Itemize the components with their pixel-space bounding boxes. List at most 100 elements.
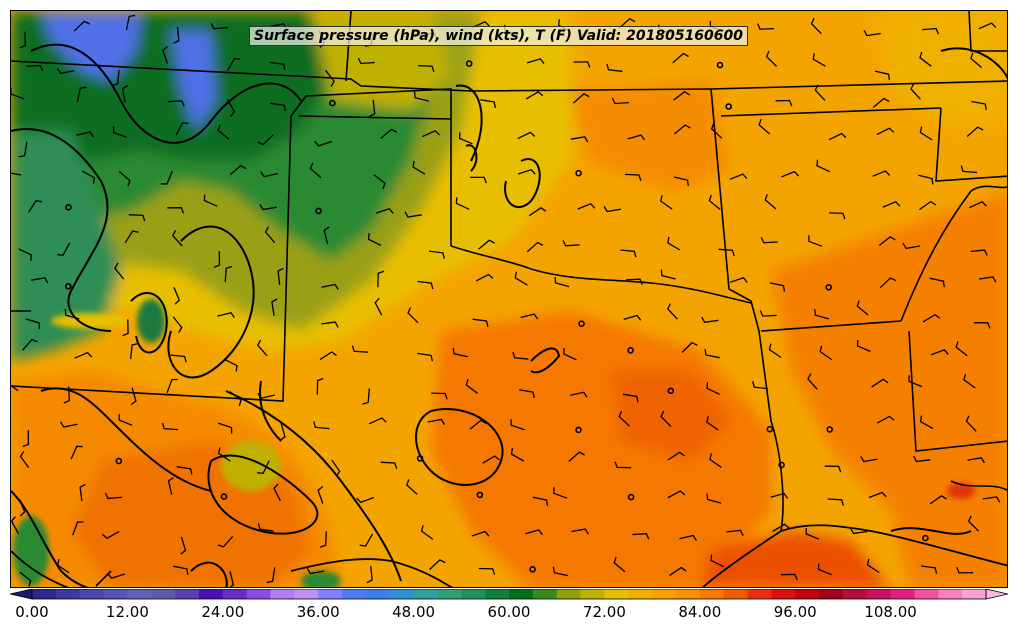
wind-barb [929,495,947,505]
wind-barb [11,516,19,534]
colorbar-tick-label: 84.00 [678,603,722,621]
wind-barb [510,419,525,431]
colorbar-tick-label: 72.00 [582,603,626,621]
colorbar-segment [389,589,415,599]
wind-barb [874,70,891,81]
wind-barb [525,91,544,100]
wind-barb [226,99,236,117]
wind-barb [74,351,93,359]
wind-barb [257,339,268,357]
wind-barb [618,410,630,427]
pressure-contours [11,43,1007,587]
wind-barb [128,214,146,222]
wind-barb [167,477,174,495]
wind-barb [475,273,494,282]
wind-barb [319,531,327,548]
wind-barb [879,277,897,289]
wind-barb [627,134,646,141]
wind-barb [709,453,722,468]
wind-barb [552,566,569,577]
wind-barb [876,415,895,424]
wind-barb [19,571,32,587]
calm-wind-marker [725,103,733,110]
wind-barb [963,373,976,389]
calm-wind-marker [416,455,424,462]
calm-wind-marker [627,493,635,501]
colorbar-segment [532,589,558,599]
wind-barb [514,271,528,286]
wind-barb [577,203,596,210]
wind-barb [18,248,32,261]
wind-barb [860,455,878,463]
colorbar-segment [270,589,295,599]
colorbar-segment [32,589,57,599]
wind-barb [162,45,169,64]
wind-barb [422,130,440,138]
wind-barb [19,451,30,469]
wind-barb [210,23,228,30]
colorbar-segment [222,589,248,599]
wind-barb [971,100,987,111]
wind-barb [217,311,235,318]
wind-barb [470,176,487,184]
temperature-colorbar [10,589,1008,600]
wind-barb [367,233,382,247]
colorbar-segment [652,589,677,599]
wind-barb [979,276,997,283]
calm-wind-marker [115,457,123,465]
calm-wind-marker [476,491,484,499]
wind-barb [613,556,626,573]
calm-wind-marker [465,60,473,67]
wind-barb [331,459,341,477]
wind-barb [417,352,434,362]
wind-barb [271,298,278,316]
wind-barb [970,249,988,256]
wind-barb [18,141,28,158]
wind-barb [351,345,369,353]
wind-barb [620,249,637,258]
colorbar-segment [79,589,105,599]
wind-barb [257,134,274,146]
wind-barb [257,392,275,400]
wind-barb [229,391,242,407]
wind-barb [672,52,689,64]
colorbar-segment [294,589,319,599]
colorbar-segment [437,589,462,599]
colorbar-segment [413,589,438,599]
wind-barb [325,69,335,87]
wind-barb [922,313,941,323]
wind-barb [19,31,27,49]
wind-barb [482,455,500,464]
colorbar-segment [628,589,653,599]
wind-barb [359,533,374,547]
wind-barb [726,529,744,536]
wind-barb [455,197,470,210]
colorbar-segment [842,589,868,599]
wind-barb [224,265,233,283]
wind-barb [217,535,234,548]
wind-barb [824,465,842,473]
wind-barb [314,140,333,147]
wind-barb [107,573,125,579]
wind-barb [368,417,387,425]
wind-barb [257,460,270,474]
wind-barb [172,316,183,334]
wind-barb [772,523,790,533]
wind-barb [63,386,70,404]
colorbar-segment [604,589,629,599]
calm-wind-marker [578,320,585,328]
temperature-fill-details [13,299,975,587]
colorbar-segment [103,589,128,599]
wind-barb [323,226,330,245]
wind-barb [775,99,793,107]
colorbar-segment [485,589,510,599]
wind-barb [673,176,689,187]
wind-barb [316,377,324,395]
wind-barb [956,567,974,574]
wind-barb [618,18,636,29]
colorbar-segment [556,589,582,599]
wind-barb [510,448,525,462]
colorbar-tick-label: 48.00 [392,603,436,621]
wind-barb [321,283,339,290]
wind-barb [472,318,489,328]
